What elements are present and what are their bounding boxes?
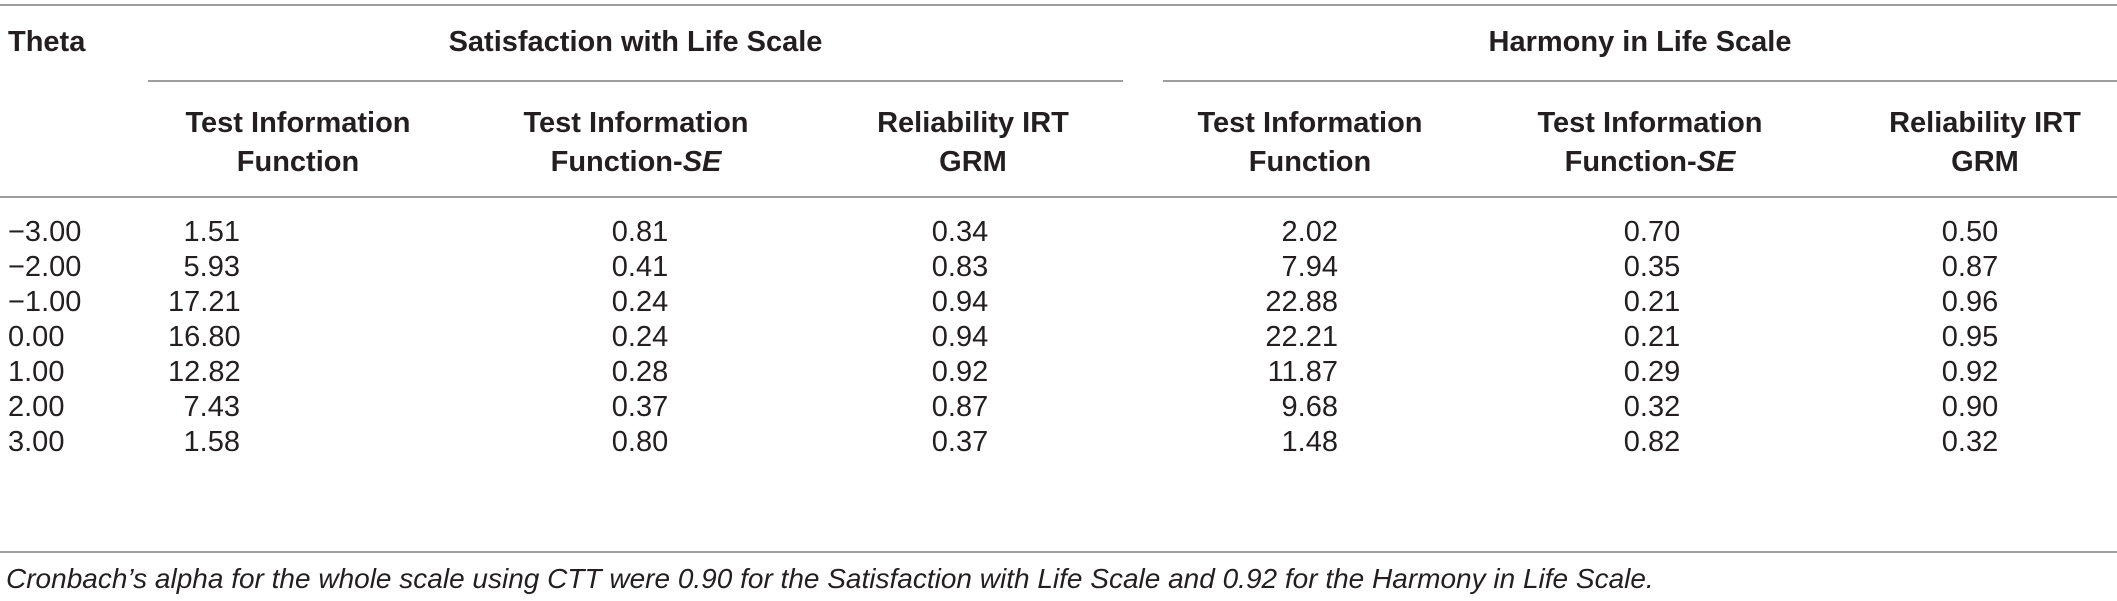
subheader-hils-rel-line2: GRM bbox=[1951, 146, 2019, 178]
subheader-swls-rel-line2: GRM bbox=[939, 146, 1007, 178]
value-cell: 0.21 bbox=[1623, 321, 1681, 353]
table-bottom-rule bbox=[0, 551, 2117, 553]
theta-header: Theta bbox=[8, 26, 86, 58]
subheader-swls-tif-line2: Function bbox=[236, 146, 360, 178]
theta-cell: −3.00 bbox=[8, 216, 82, 248]
value-cell: 16.80 bbox=[168, 321, 241, 353]
theta-cell: 1.00 bbox=[8, 356, 65, 388]
value-cell: 0.29 bbox=[1623, 356, 1681, 388]
value-cell: 9.68 bbox=[1281, 391, 1338, 423]
value-cell: 0.96 bbox=[1941, 286, 1999, 318]
value-cell: 7.94 bbox=[1281, 251, 1338, 283]
value-cell: 11.87 bbox=[1267, 356, 1338, 388]
value-cell: 0.24 bbox=[611, 321, 669, 353]
theta-cell: −2.00 bbox=[8, 251, 82, 283]
value-cell: 0.37 bbox=[931, 426, 989, 458]
value-cell: 17.21 bbox=[168, 286, 241, 318]
value-cell: 0.82 bbox=[1623, 426, 1681, 458]
subheader-hils-tifse-se: SE bbox=[1696, 146, 1736, 178]
value-cell: 1.58 bbox=[183, 426, 240, 458]
value-cell: 0.92 bbox=[1941, 356, 1999, 388]
subheader-swls-tifse-line2: Function-SE bbox=[486, 148, 786, 177]
value-cell: 0.32 bbox=[1623, 391, 1681, 423]
value-cell: 0.90 bbox=[1941, 391, 1999, 423]
value-cell: 0.35 bbox=[1623, 251, 1681, 283]
subheader-hils-tifse-line2: Function-SE bbox=[1500, 148, 1800, 177]
subheader-swls-tifse-line2-text: Function- bbox=[550, 146, 683, 178]
subheader-hils-tifse-line2-text: Function- bbox=[1564, 146, 1697, 178]
value-cell: 2.02 bbox=[1281, 216, 1338, 248]
group-header-satisfaction: Satisfaction with Life Scale bbox=[448, 26, 823, 58]
value-cell: 0.92 bbox=[931, 356, 989, 388]
value-cell: 0.37 bbox=[611, 391, 669, 423]
subheader-hils-tifse-line1: Test Information bbox=[1537, 107, 1763, 139]
group-rule-satisfaction bbox=[148, 80, 1123, 82]
value-cell: 0.94 bbox=[931, 321, 989, 353]
value-cell: 7.43 bbox=[183, 391, 240, 423]
value-cell: 0.87 bbox=[931, 391, 989, 423]
subheader-hils-tif-line2: Function bbox=[1248, 146, 1372, 178]
subheader-swls-tifse-line1: Test Information bbox=[523, 107, 749, 139]
value-cell: 0.24 bbox=[611, 286, 669, 318]
value-cell: 0.28 bbox=[611, 356, 669, 388]
table-footnote: Cronbach’s alpha for the whole scale usi… bbox=[6, 563, 1654, 594]
value-cell: 12.82 bbox=[168, 356, 241, 388]
value-cell: 0.81 bbox=[611, 216, 669, 248]
value-cell: 0.70 bbox=[1623, 216, 1681, 248]
value-cell: 0.32 bbox=[1941, 426, 1999, 458]
subheader-hils-rel-line1: Reliability IRT bbox=[1889, 107, 2081, 139]
subheader-swls-tifse-se: SE bbox=[682, 146, 722, 178]
value-cell: 0.83 bbox=[931, 251, 989, 283]
theta-cell: 0.00 bbox=[8, 321, 65, 353]
subheader-swls-tif-line1: Test Information bbox=[185, 107, 411, 139]
value-cell: 0.87 bbox=[1941, 251, 1999, 283]
value-cell: 0.94 bbox=[931, 286, 989, 318]
group-rule-harmony bbox=[1163, 80, 2117, 82]
value-cell: 0.34 bbox=[931, 216, 989, 248]
value-cell: 0.41 bbox=[611, 251, 669, 283]
subheader-hils-tif-line1: Test Information bbox=[1197, 107, 1423, 139]
value-cell: 22.21 bbox=[1265, 321, 1338, 353]
value-cell: 5.93 bbox=[183, 251, 240, 283]
value-cell: 1.51 bbox=[183, 216, 240, 248]
theta-cell: 3.00 bbox=[8, 426, 65, 458]
top-rule bbox=[0, 4, 2117, 6]
value-cell: 0.95 bbox=[1941, 321, 1999, 353]
theta-cell: −1.00 bbox=[8, 286, 82, 318]
value-cell: 0.21 bbox=[1623, 286, 1681, 318]
subheader-swls-rel-line1: Reliability IRT bbox=[877, 107, 1069, 139]
theta-cell: 2.00 bbox=[8, 391, 65, 423]
group-header-harmony: Harmony in Life Scale bbox=[1488, 26, 1792, 58]
value-cell: 22.88 bbox=[1265, 286, 1338, 318]
value-cell: 1.48 bbox=[1281, 426, 1338, 458]
value-cell: 0.80 bbox=[611, 426, 669, 458]
value-cell: 0.50 bbox=[1941, 216, 1999, 248]
header-bottom-rule bbox=[0, 196, 2117, 198]
